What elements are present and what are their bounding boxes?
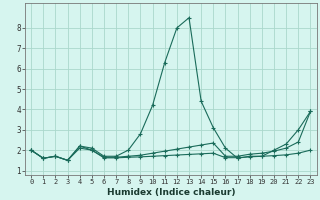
X-axis label: Humidex (Indice chaleur): Humidex (Indice chaleur) [107,188,235,197]
